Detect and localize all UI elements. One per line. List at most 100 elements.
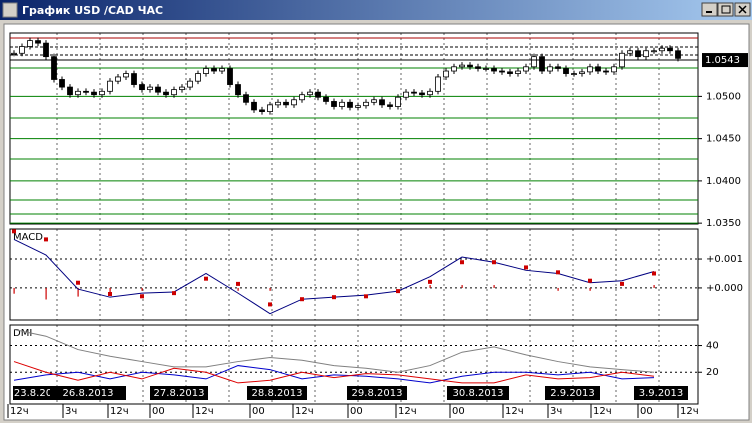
- candle: [547, 66, 553, 72]
- date-label: 29.8.2013: [352, 388, 403, 399]
- candle: [435, 76, 441, 92]
- series-line: [13, 329, 655, 373]
- candle: [187, 80, 193, 88]
- candle: [91, 91, 97, 96]
- date-box: [545, 386, 600, 400]
- candle: [115, 76, 121, 82]
- y-tick-label: 1.0350: [706, 218, 741, 229]
- panel-frame: [9, 228, 699, 321]
- candle: [203, 68, 209, 74]
- x-tick-label: 3ч: [550, 406, 562, 417]
- candle: [667, 47, 673, 52]
- date-box: [634, 386, 688, 400]
- x-tick-label: 00: [452, 406, 465, 417]
- candle: [563, 68, 569, 74]
- signal-dot: [396, 289, 400, 294]
- x-tick-label: 12ч: [505, 406, 524, 417]
- candle: [131, 73, 137, 85]
- candle: [99, 90, 105, 96]
- candle: [147, 86, 153, 91]
- candle: [467, 64, 473, 68]
- histogram-bar: [141, 287, 143, 291]
- candle: [459, 64, 465, 68]
- date-box: [150, 386, 208, 400]
- maximize-icon: [721, 5, 731, 14]
- window-buttons: [701, 2, 751, 17]
- date-label: 26.8.2013: [63, 388, 114, 399]
- candle: [443, 70, 449, 78]
- candle: [507, 71, 513, 74]
- candle: [67, 86, 73, 96]
- candle: [555, 66, 561, 69]
- signal-dot: [236, 281, 240, 286]
- x-tick-label: 12ч: [110, 406, 129, 417]
- candle: [171, 89, 177, 96]
- date-box: [13, 386, 53, 400]
- signal-dot: [620, 281, 624, 286]
- candle: [19, 46, 25, 54]
- candle: [123, 73, 129, 78]
- candle: [571, 73, 577, 75]
- candle: [195, 73, 201, 82]
- signal-dot: [588, 278, 592, 283]
- x-tick-label: 12ч: [680, 406, 699, 417]
- x-tick-label: 00: [640, 406, 653, 417]
- signal-dot: [172, 291, 176, 296]
- candle: [75, 90, 81, 96]
- date-box: [347, 386, 407, 400]
- panel-title: DMI: [13, 328, 32, 339]
- window-title: График USD /CAD ЧАС: [22, 4, 163, 17]
- candle: [211, 68, 217, 72]
- y-tick-label: 40: [706, 341, 719, 352]
- candle: [355, 105, 361, 108]
- x-tick-label: 12ч: [195, 406, 214, 417]
- app-icon: [2, 2, 18, 18]
- candle: [651, 50, 657, 53]
- signal-dot: [524, 265, 528, 270]
- y-tick-label: +0.001: [706, 254, 743, 265]
- candle: [243, 94, 249, 103]
- candle: [235, 84, 241, 96]
- signal-dot: [12, 229, 16, 234]
- y-tick-label: 1.0400: [706, 176, 741, 187]
- candle: [379, 99, 385, 106]
- signal-dot: [76, 280, 80, 285]
- candle: [451, 66, 457, 72]
- candle: [531, 56, 537, 68]
- candle: [299, 94, 305, 101]
- candle: [491, 68, 497, 72]
- signal-dot: [364, 294, 368, 299]
- candle: [483, 68, 489, 70]
- minimize-button[interactable]: [701, 2, 718, 17]
- candle: [139, 84, 145, 91]
- candle: [291, 99, 297, 106]
- candle: [363, 101, 369, 107]
- histogram-bar: [429, 285, 431, 288]
- candle: [395, 96, 401, 107]
- histogram-bar: [269, 287, 271, 291]
- candle: [411, 91, 417, 94]
- candle: [219, 68, 225, 72]
- candle: [11, 52, 17, 55]
- candle: [251, 101, 257, 111]
- candle: [595, 66, 601, 72]
- histogram-bar: [13, 287, 15, 294]
- candle: [323, 96, 329, 102]
- x-tick-label: 3ч: [65, 406, 77, 417]
- date-box: [447, 386, 509, 400]
- candle: [387, 104, 393, 107]
- histogram-bar: [557, 287, 559, 291]
- series-line: [13, 361, 655, 384]
- maximize-button[interactable]: [717, 2, 734, 17]
- title-bar: [0, 0, 752, 20]
- signal-dot: [556, 270, 560, 275]
- signal-dot: [268, 302, 272, 307]
- date-label: 28.8.2013: [252, 388, 303, 399]
- candle: [107, 80, 113, 92]
- y-tick-label: +0.000: [706, 283, 743, 294]
- signal-dot: [300, 297, 304, 302]
- date-label: 2.9.2013: [550, 388, 595, 399]
- candle: [339, 101, 345, 107]
- x-tick-label: 00: [252, 406, 265, 417]
- histogram-bar: [45, 287, 47, 300]
